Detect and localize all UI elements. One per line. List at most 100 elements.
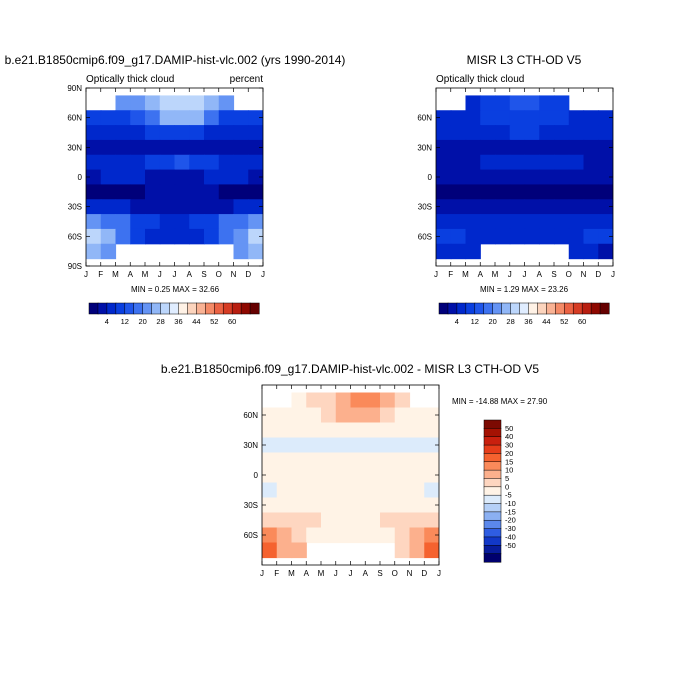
heatmap-cell [86, 199, 102, 215]
heatmap-cell [291, 482, 307, 499]
heatmap-cell [409, 407, 425, 424]
x-tick-label: J [434, 270, 438, 279]
obs-title: MISR L3 CTH-OD V5 [467, 53, 582, 67]
heatmap-cell [365, 497, 381, 514]
heatmap-cell [409, 527, 425, 544]
model-title: b.e21.B1850cmip6.f09_g17.DAMIP-hist-vlc.… [5, 53, 346, 67]
colorbar-swatch [97, 302, 108, 315]
colorbar-label: 40 [505, 432, 513, 441]
heatmap-cell [495, 139, 511, 156]
heatmap-cell [321, 482, 337, 499]
heatmap-cell [174, 154, 190, 171]
heatmap-cell [262, 527, 278, 544]
heatmap-cell [436, 243, 452, 260]
heatmap-cell [204, 214, 220, 230]
heatmap-cell [598, 243, 613, 260]
heatmap-cell [424, 527, 439, 544]
x-tick-label: N [231, 270, 237, 279]
heatmap-cell [335, 407, 352, 424]
heatmap-cell [350, 467, 366, 484]
heatmap-cell [262, 542, 278, 559]
y-tick-label: 60N [67, 114, 82, 123]
x-tick-label: S [377, 569, 382, 578]
x-tick-label: A [478, 270, 484, 279]
colorbar-swatch [483, 469, 502, 480]
y-tick-label: 30N [243, 441, 258, 450]
heatmap-cell [350, 527, 366, 544]
heatmap-cell [424, 407, 439, 424]
panel-model: b.e21.B1850cmip6.f09_g17.DAMIP-hist-vlc.… [5, 53, 346, 326]
heatmap-cell [365, 482, 381, 499]
heatmap-cell [365, 512, 381, 529]
colorbar-swatch [483, 511, 502, 521]
heatmap-cell [583, 228, 599, 245]
heatmap-cell [524, 125, 540, 141]
heatmap-cell [350, 482, 366, 499]
heatmap-cell [380, 437, 396, 454]
heatmap-cell [233, 243, 249, 260]
x-tick-label: M [288, 569, 295, 578]
heatmap-cell [450, 139, 467, 156]
heatmap-cell [424, 422, 439, 439]
x-tick-label: J [158, 270, 162, 279]
heatmap-cell [409, 452, 425, 469]
heatmap-cell [86, 110, 102, 126]
heatmap-cell [321, 452, 337, 469]
heatmap-cell [554, 199, 570, 215]
heatmap-cell [539, 184, 555, 200]
colorbar-swatch [483, 453, 502, 463]
heatmap-cell [335, 527, 352, 544]
heatmap-cell [218, 228, 235, 245]
colorbar-swatch [483, 494, 502, 505]
heatmap-cell [465, 228, 481, 245]
heatmap-cell [115, 125, 131, 141]
heatmap-cell [248, 154, 263, 171]
y-tick-label: 30N [417, 143, 432, 152]
obs-stats: MIN = 1.29 MAX = 23.26 [480, 285, 569, 294]
heatmap-cell [409, 512, 425, 529]
heatmap-cell [524, 139, 540, 156]
heatmap-cell [218, 184, 235, 200]
heatmap-cell [509, 154, 526, 171]
heatmap-cell [204, 169, 220, 186]
panel-diff: b.e21.B1850cmip6.f09_g17.DAMIP-hist-vlc.… [161, 362, 548, 578]
heatmap-cell [276, 422, 293, 439]
x-tick-label: J [349, 569, 353, 578]
colorbar-label: -40 [505, 532, 516, 541]
colorbar-swatch [169, 302, 180, 315]
heatmap-cell [100, 154, 117, 171]
heatmap-cell [130, 154, 146, 171]
y-tick-label: 30S [418, 203, 432, 212]
x-tick-label: J [523, 270, 527, 279]
heatmap-cell [495, 169, 511, 186]
colorbar-swatch [214, 302, 224, 315]
heatmap-cell [465, 95, 481, 111]
x-tick-label: S [551, 270, 556, 279]
colorbar-swatch [546, 302, 556, 315]
heatmap-cell [130, 214, 146, 230]
colorbar-swatch [483, 519, 502, 530]
heatmap-cell [262, 422, 278, 439]
heatmap-cell [380, 497, 396, 514]
heatmap-cell [174, 228, 190, 245]
heatmap-cell [524, 95, 540, 111]
heatmap-cell [159, 139, 176, 156]
heatmap-cell [409, 542, 425, 559]
heatmap-cell [159, 199, 176, 215]
colorbar-label: -5 [505, 491, 512, 500]
heatmap-cell [86, 184, 102, 200]
x-tick-label: O [392, 569, 398, 578]
colorbar-swatch [124, 302, 135, 315]
heatmap-cell [495, 214, 511, 230]
heatmap-cell [335, 392, 352, 409]
heatmap-cell [306, 497, 322, 514]
heatmap-cell [248, 228, 263, 245]
colorbar-swatch [187, 302, 197, 315]
heatmap-cell [276, 467, 293, 484]
heatmap-cell [115, 214, 131, 230]
heatmap-cell [100, 228, 117, 245]
heatmap-cell [130, 184, 146, 200]
heatmap-cell [306, 437, 322, 454]
colorbar-swatch [519, 302, 530, 315]
